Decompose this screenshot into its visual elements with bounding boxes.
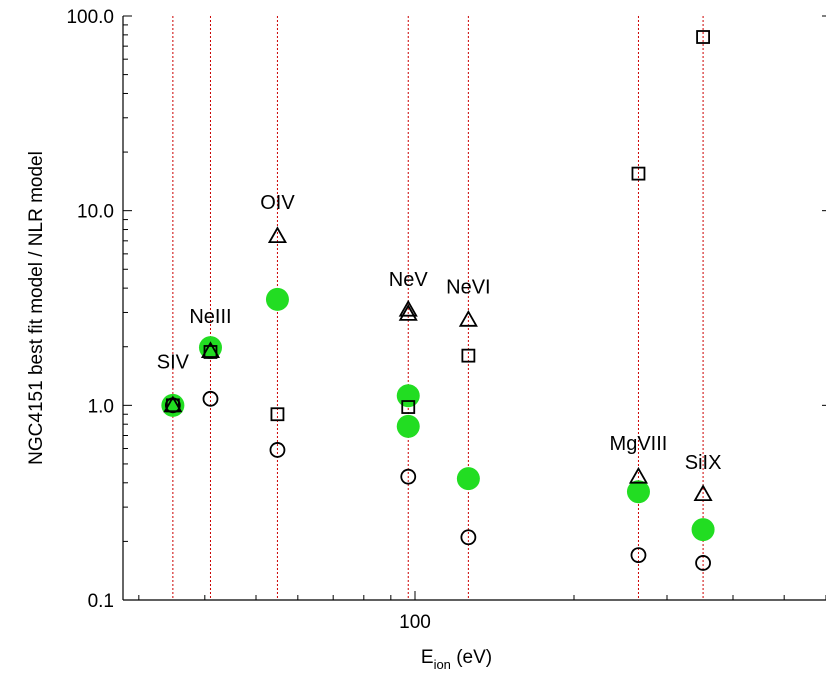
data-point-filled-circle xyxy=(265,287,289,311)
ion-label: NeIII xyxy=(189,306,231,328)
x-tick-label: 100 xyxy=(399,612,431,633)
data-point-triangle xyxy=(200,341,221,358)
x-axis-label-subscript: ion xyxy=(434,657,451,672)
ion-label: OIV xyxy=(260,192,295,214)
x-axis-label-unit: (eV) xyxy=(451,647,492,668)
data-point-square xyxy=(270,407,285,422)
data-point-open-circle xyxy=(269,442,286,458)
ion-label: NeV xyxy=(389,269,429,291)
ion-label: NeVI xyxy=(446,277,490,299)
ion-label: MgVIII xyxy=(610,433,668,455)
data-point-square xyxy=(461,348,476,363)
data-point-triangle xyxy=(163,395,183,413)
data-point-triangle xyxy=(628,466,649,484)
data-point-square xyxy=(401,400,416,414)
data-point-triangle xyxy=(398,304,418,321)
data-point-triangle xyxy=(398,299,418,317)
data-point-square xyxy=(696,30,710,44)
data-point-open-circle xyxy=(400,468,417,485)
data-point-filled-circle xyxy=(691,518,715,542)
data-point-triangle xyxy=(267,226,287,244)
x-axis-label: Eion (eV) xyxy=(421,647,492,672)
y-tick-label: 0.1 xyxy=(88,591,114,612)
data-point-open-circle xyxy=(630,547,647,564)
data-point-triangle xyxy=(458,309,478,327)
y-tick-label: 10.0 xyxy=(77,202,114,223)
data-point-triangle xyxy=(693,484,713,501)
ion-label: SIV xyxy=(157,351,190,373)
plot-area: 0.1 1.0 10.0 100.0 100 SIV NeIII OIV NeV NeVI MgVI… xyxy=(66,7,826,633)
data-point-filled-circle xyxy=(626,480,650,504)
data-point-open-circle xyxy=(202,390,219,407)
y-tick-label: 100.0 xyxy=(66,7,114,28)
data-point-filled-circle xyxy=(456,467,480,491)
x-axis-label-main: E xyxy=(421,647,434,668)
data-point-filled-circle xyxy=(396,414,420,438)
data-point-square xyxy=(631,166,646,181)
y-tick-label: 1.0 xyxy=(88,396,114,417)
ion-label: SiIX xyxy=(685,452,722,474)
data-point-open-circle xyxy=(460,529,477,546)
y-axis-label: NGC4151 best fit model / NLR model xyxy=(26,151,47,465)
data-point-open-circle xyxy=(695,555,711,571)
data-point-filled-circle xyxy=(396,384,420,408)
